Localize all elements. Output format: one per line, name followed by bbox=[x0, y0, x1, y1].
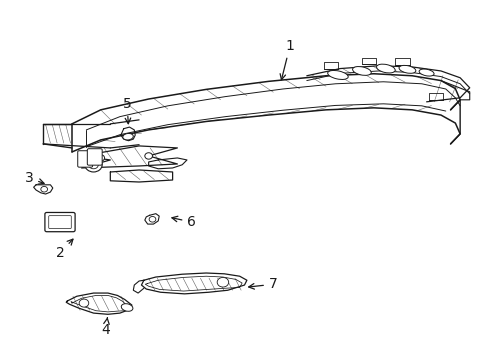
Ellipse shape bbox=[327, 71, 347, 80]
Circle shape bbox=[97, 155, 104, 161]
Text: 2: 2 bbox=[56, 239, 73, 260]
Ellipse shape bbox=[376, 64, 394, 73]
Text: 7: 7 bbox=[248, 277, 277, 291]
Circle shape bbox=[144, 153, 152, 159]
Circle shape bbox=[217, 278, 228, 287]
Text: 4: 4 bbox=[101, 318, 110, 337]
Text: 6: 6 bbox=[172, 215, 196, 229]
Circle shape bbox=[149, 216, 156, 222]
FancyBboxPatch shape bbox=[87, 149, 102, 165]
Ellipse shape bbox=[418, 69, 433, 76]
Ellipse shape bbox=[122, 134, 133, 140]
Ellipse shape bbox=[352, 67, 370, 75]
Circle shape bbox=[89, 161, 98, 169]
FancyBboxPatch shape bbox=[78, 151, 92, 167]
FancyBboxPatch shape bbox=[49, 216, 71, 229]
Text: 5: 5 bbox=[122, 97, 131, 124]
Text: 1: 1 bbox=[280, 39, 294, 80]
Ellipse shape bbox=[121, 304, 133, 311]
Circle shape bbox=[41, 186, 47, 192]
Text: 3: 3 bbox=[24, 171, 44, 185]
Circle shape bbox=[85, 158, 102, 172]
Ellipse shape bbox=[398, 66, 415, 73]
Circle shape bbox=[79, 299, 89, 307]
FancyBboxPatch shape bbox=[45, 212, 75, 232]
